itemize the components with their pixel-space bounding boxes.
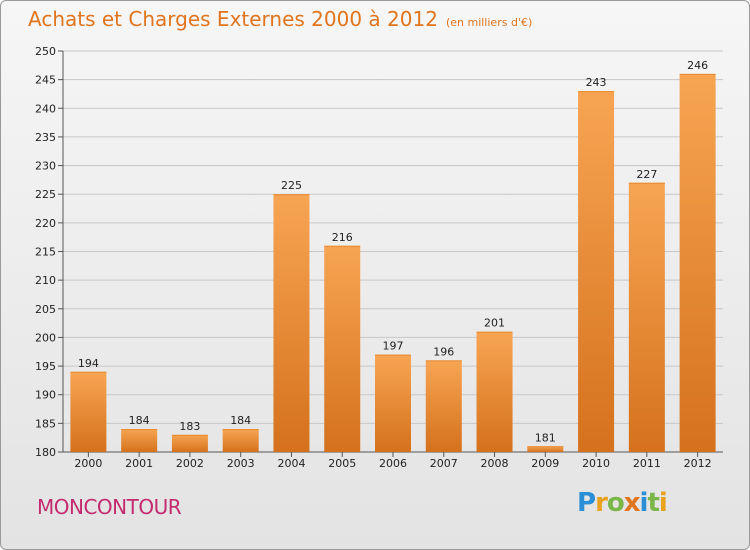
bar-2005 bbox=[324, 245, 361, 452]
x-tick-label-2005: 2005 bbox=[328, 457, 356, 470]
y-tick-label: 230 bbox=[35, 160, 56, 173]
data-label-2006: 197 bbox=[383, 340, 404, 353]
y-tick-label: 220 bbox=[35, 217, 56, 230]
bar-2010 bbox=[578, 91, 615, 452]
data-label-2007: 196 bbox=[433, 345, 454, 358]
y-tick-label: 245 bbox=[35, 74, 56, 87]
labels: 180 185 190 195 200 205 210 215 220 225 230 235 240 2… bbox=[35, 45, 712, 470]
x-tick-label-2011: 2011 bbox=[633, 457, 661, 470]
bars bbox=[70, 73, 716, 453]
bar-2006 bbox=[375, 354, 411, 452]
bar-2011 bbox=[628, 182, 665, 452]
y-tick-label: 180 bbox=[35, 446, 56, 459]
logo-letter: i bbox=[639, 488, 649, 518]
chart-subtitle: (en milliers d'€) bbox=[445, 16, 533, 29]
bar-2008 bbox=[476, 331, 513, 452]
x-tick-label-2012: 2012 bbox=[684, 457, 712, 470]
chart-title: Achats et Charges Externes 2000 à 2012 (e… bbox=[28, 7, 532, 31]
x-tick-label-2007: 2007 bbox=[430, 457, 458, 470]
bar-2002 bbox=[171, 434, 208, 452]
bar-2003 bbox=[222, 429, 259, 452]
bar-2009 bbox=[527, 446, 564, 452]
data-label-2009: 181 bbox=[535, 431, 556, 444]
y-tick-label: 215 bbox=[35, 246, 56, 259]
logo-letter: t bbox=[647, 488, 659, 518]
data-label-2012: 246 bbox=[687, 59, 708, 72]
y-tick-label: 205 bbox=[35, 303, 56, 316]
data-label-2001: 184 bbox=[129, 414, 150, 427]
logo-letter: r bbox=[595, 488, 608, 518]
y-tick-label: 250 bbox=[35, 45, 56, 58]
data-label-2008: 201 bbox=[484, 317, 505, 330]
data-label-2002: 183 bbox=[179, 420, 200, 433]
bar-2007 bbox=[425, 360, 462, 452]
data-label-2003: 184 bbox=[230, 414, 251, 427]
x-tick-label-2003: 2003 bbox=[227, 457, 255, 470]
x-tick-label-2010: 2010 bbox=[582, 457, 610, 470]
x-tick-label-2000: 2000 bbox=[74, 457, 102, 470]
x-tick-label-2008: 2008 bbox=[481, 457, 509, 470]
data-label-2011: 227 bbox=[636, 168, 657, 181]
data-label-2000: 194 bbox=[78, 357, 99, 370]
x-tick-label-2004: 2004 bbox=[277, 457, 305, 470]
y-tick-label: 190 bbox=[35, 389, 56, 402]
commune-name: MONCONTOUR bbox=[37, 495, 182, 519]
y-tick-label: 235 bbox=[35, 131, 56, 144]
bar-2004 bbox=[273, 194, 310, 452]
proxiti-logo: Proxiti bbox=[577, 488, 668, 518]
data-label-2004: 225 bbox=[281, 179, 302, 192]
y-tick-label: 240 bbox=[35, 102, 56, 115]
logo-letter: o bbox=[606, 488, 625, 518]
y-tick-label: 210 bbox=[35, 274, 56, 287]
logo-letter: P bbox=[577, 488, 596, 518]
data-label-2005: 216 bbox=[332, 231, 353, 244]
data-label-2010: 243 bbox=[586, 76, 607, 89]
y-tick-label: 195 bbox=[35, 360, 56, 373]
x-tick-label-2002: 2002 bbox=[176, 457, 204, 470]
y-tick-label: 225 bbox=[35, 188, 56, 201]
bar-2012 bbox=[679, 73, 716, 453]
logo-letter: i bbox=[658, 488, 668, 518]
bar-2000 bbox=[70, 371, 107, 452]
x-tick-label-2009: 2009 bbox=[531, 457, 559, 470]
y-tick-label: 185 bbox=[35, 417, 56, 430]
logo-letter: x bbox=[623, 488, 641, 518]
x-tick-label-2001: 2001 bbox=[125, 457, 153, 470]
x-tick-label-2006: 2006 bbox=[379, 457, 407, 470]
y-tick-label: 200 bbox=[35, 331, 56, 344]
chart-title-text: Achats et Charges Externes 2000 à 2012 bbox=[28, 7, 438, 31]
bar-2001 bbox=[121, 429, 158, 452]
